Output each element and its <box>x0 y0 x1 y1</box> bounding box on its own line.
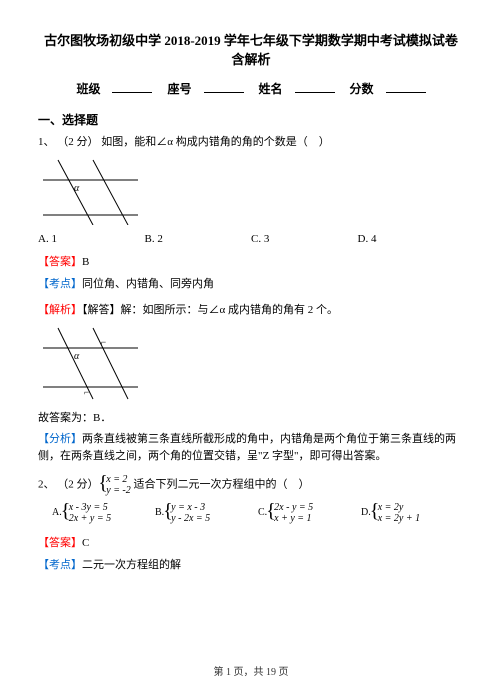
q2-kaodian: 【考点】二元一次方程组的解 <box>38 556 464 572</box>
q1-final: 故答案为：B． <box>38 409 464 425</box>
q2-stem-b: 适合下列二元一次方程组中的（ ） <box>134 478 310 490</box>
q1-answer: 【答案】B <box>38 253 464 269</box>
q1-diagram: α <box>38 155 464 229</box>
page-footer: 第 1 页，共 19 页 <box>0 663 502 678</box>
q2-b-bot: y - 2x = 5 <box>171 513 210 524</box>
q1-options: A. 1 B. 2 C. 3 D. 4 <box>38 233 464 245</box>
q2-answer-val: C <box>82 537 89 549</box>
jiexi-text: 【解答】解：如图所示：与∠α 成内错角的角有 2 个。 <box>82 304 338 316</box>
q2-kaodian-label: 【考点】 <box>38 559 82 571</box>
q2-options: A. x - 3y = 5 2x + y = 5 B. y = x - 3 y … <box>52 502 464 524</box>
q2-answer-label: 【答案】 <box>38 537 82 549</box>
answer-val: B <box>82 256 89 268</box>
kaodian-text: 同位角、内错角、同旁内角 <box>82 278 214 290</box>
q2-stem: 2、 （2 分） x = 2 y = -2 适合下列二元一次方程组中的（ ） <box>38 474 464 496</box>
q1-fenxi: 【分析】两条直线被第三条直线所截形成的角中，内错角是两个角位于第三条直线的两侧，… <box>38 431 464 466</box>
jiexi-label: 【解析】 <box>38 304 82 316</box>
q2-a-top: x - 3y = 5 <box>69 502 108 513</box>
alpha-label-2: α <box>74 351 80 362</box>
q1-opt-a: A. 1 <box>38 233 145 245</box>
q2-a-bot: 2x + y = 5 <box>69 513 111 524</box>
answer-label: 【答案】 <box>38 256 82 268</box>
q2-b-top: y = x - 3 <box>171 502 205 513</box>
q1-opt-b: B. 2 <box>145 233 252 245</box>
q2-c-bot: x + y = 1 <box>274 513 311 524</box>
q2-c-top: 2x - y = 5 <box>274 502 313 513</box>
class-blank <box>112 81 152 93</box>
score-blank <box>386 81 426 93</box>
class-label: 班级 <box>76 82 100 96</box>
q2-d-bot: x = 2y + 1 <box>378 513 420 524</box>
q2-b-sys: y = x - 3 y - 2x = 5 <box>166 502 210 524</box>
q2-sys-top: x = 2 <box>106 474 127 485</box>
q1-jiexi: 【解析】【解答】解：如图所示：与∠α 成内错角的角有 2 个。 <box>38 301 464 317</box>
q2-kaodian-text: 二元一次方程组的解 <box>82 559 181 571</box>
q2-d-top: x = 2y <box>378 502 404 513</box>
q2-answer: 【答案】C <box>38 534 464 550</box>
name-blank <box>295 81 335 93</box>
q1-diagram-2: α ⌐ ⌐ <box>38 323 464 405</box>
q2-opt-d: D. x = 2y x = 2y + 1 <box>361 502 464 524</box>
seat-blank <box>204 81 244 93</box>
q1-stem: 1、 （2 分） 如图，能和∠α 构成内错角的角的个数是（ ） <box>38 134 464 151</box>
q1-opt-d: D. 4 <box>358 233 465 245</box>
q1-kaodian: 【考点】同位角、内错角、同旁内角 <box>38 275 464 291</box>
q2-stem-a: 2、 （2 分） <box>38 478 99 490</box>
score-label: 分数 <box>350 82 374 96</box>
seat-label: 座号 <box>167 82 191 96</box>
alpha-label: α <box>74 183 80 194</box>
mark-2: ⌐ <box>84 387 89 397</box>
mark-1: ⌐ <box>101 337 106 347</box>
name-label: 姓名 <box>259 82 283 96</box>
info-row: 班级 座号 姓名 分数 <box>38 80 464 97</box>
kaodian-label: 【考点】 <box>38 278 82 290</box>
q2-sys-bot: y = -2 <box>106 485 131 496</box>
doc-title: 古尔图牧场初级中学 2018-2019 学年七年级下学期数学期中考试模拟试卷含解… <box>38 30 464 68</box>
fenxi-text: 两条直线被第三条直线所截形成的角中，内错角是两个角位于第三条直线的两侧，在两条直… <box>38 433 456 463</box>
section-header: 一、选择题 <box>38 111 464 128</box>
fenxi-label: 【分析】 <box>38 433 82 445</box>
q2-d-sys: x = 2y x = 2y + 1 <box>373 502 420 524</box>
q2-opt-c: C. 2x - y = 5 x + y = 1 <box>258 502 361 524</box>
q2-c-sys: 2x - y = 5 x + y = 1 <box>269 502 313 524</box>
q2-a-sys: x - 3y = 5 2x + y = 5 <box>64 502 111 524</box>
q2-opt-b: B. y = x - 3 y - 2x = 5 <box>155 502 258 524</box>
q2-sys: x = 2 y = -2 <box>101 474 131 496</box>
q1-opt-c: C. 3 <box>251 233 358 245</box>
q2-opt-a: A. x - 3y = 5 2x + y = 5 <box>52 502 155 524</box>
